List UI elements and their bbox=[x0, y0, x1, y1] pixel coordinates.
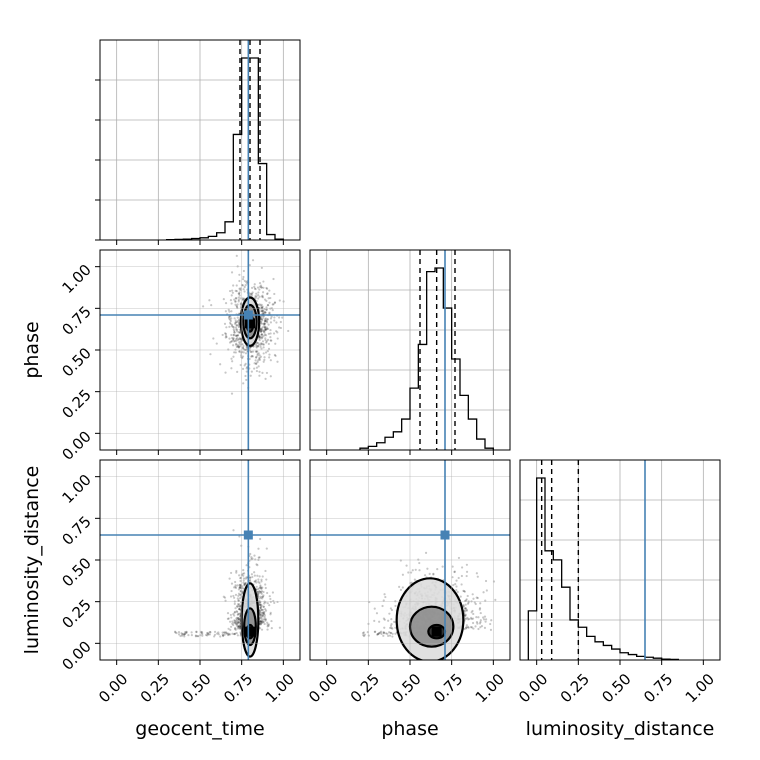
x-tick-label: 0.00 bbox=[95, 670, 131, 706]
x-tick-label: 0.50 bbox=[388, 670, 424, 706]
x-axis-label-phase: phase bbox=[381, 718, 438, 740]
y-tick-label: 0.50 bbox=[58, 554, 94, 590]
histogram-geocent_time bbox=[166, 57, 284, 241]
x-tick-label: 1.00 bbox=[682, 670, 718, 706]
histogram-luminosity_distance bbox=[527, 477, 679, 661]
y-tick-label: 0.00 bbox=[58, 637, 94, 673]
x-tick-label: 1.00 bbox=[472, 670, 508, 706]
x-tick-label: 0.25 bbox=[137, 670, 173, 706]
y-tick-label: 0.75 bbox=[58, 302, 94, 338]
y-tick-label: 0.00 bbox=[58, 427, 94, 463]
truth-marker bbox=[440, 530, 450, 540]
y-tick-label: 1.00 bbox=[58, 261, 94, 297]
x-tick-label: 0.00 bbox=[305, 670, 341, 706]
hist-panel-phase bbox=[309, 249, 511, 455]
x-axis-label-luminosity-distance: luminosity_distance bbox=[526, 718, 715, 740]
x-tick-label: 0.50 bbox=[178, 670, 214, 706]
scatter-panel-phase-luminosity_distance bbox=[309, 459, 511, 665]
hist-panel-geocent_time bbox=[95, 39, 301, 245]
density-peak bbox=[431, 626, 442, 637]
y-axis-label-phase: phase bbox=[21, 321, 43, 378]
x-tick-label: 0.25 bbox=[347, 670, 383, 706]
x-tick-label: 0.00 bbox=[515, 670, 551, 706]
scatter-panel-geocent_time-luminosity_distance bbox=[95, 459, 301, 665]
truth-marker bbox=[243, 310, 253, 320]
density-peak bbox=[245, 318, 255, 329]
y-tick-label: 0.50 bbox=[58, 344, 94, 380]
x-tick-label: 0.25 bbox=[557, 670, 593, 706]
x-tick-label: 0.75 bbox=[640, 670, 676, 706]
y-axis-label-luminosity-distance: luminosity_distance bbox=[21, 466, 43, 655]
y-tick-label: 0.25 bbox=[58, 596, 94, 632]
x-tick-label: 0.75 bbox=[430, 670, 466, 706]
hist-panel-luminosity_distance bbox=[519, 459, 721, 665]
y-tick-label: 0.25 bbox=[58, 386, 94, 422]
x-tick-label: 0.75 bbox=[220, 670, 256, 706]
scatter-panel-geocent_time-phase bbox=[95, 249, 301, 455]
y-tick-label: 1.00 bbox=[58, 471, 94, 507]
density-peak bbox=[245, 626, 255, 637]
x-tick-label: 1.00 bbox=[262, 670, 298, 706]
histogram-phase bbox=[359, 267, 494, 450]
x-axis-label-geocent-time: geocent_time bbox=[135, 718, 264, 740]
x-tick-label: 0.50 bbox=[598, 670, 634, 706]
y-tick-label: 0.75 bbox=[58, 512, 94, 548]
truth-marker bbox=[243, 530, 253, 540]
